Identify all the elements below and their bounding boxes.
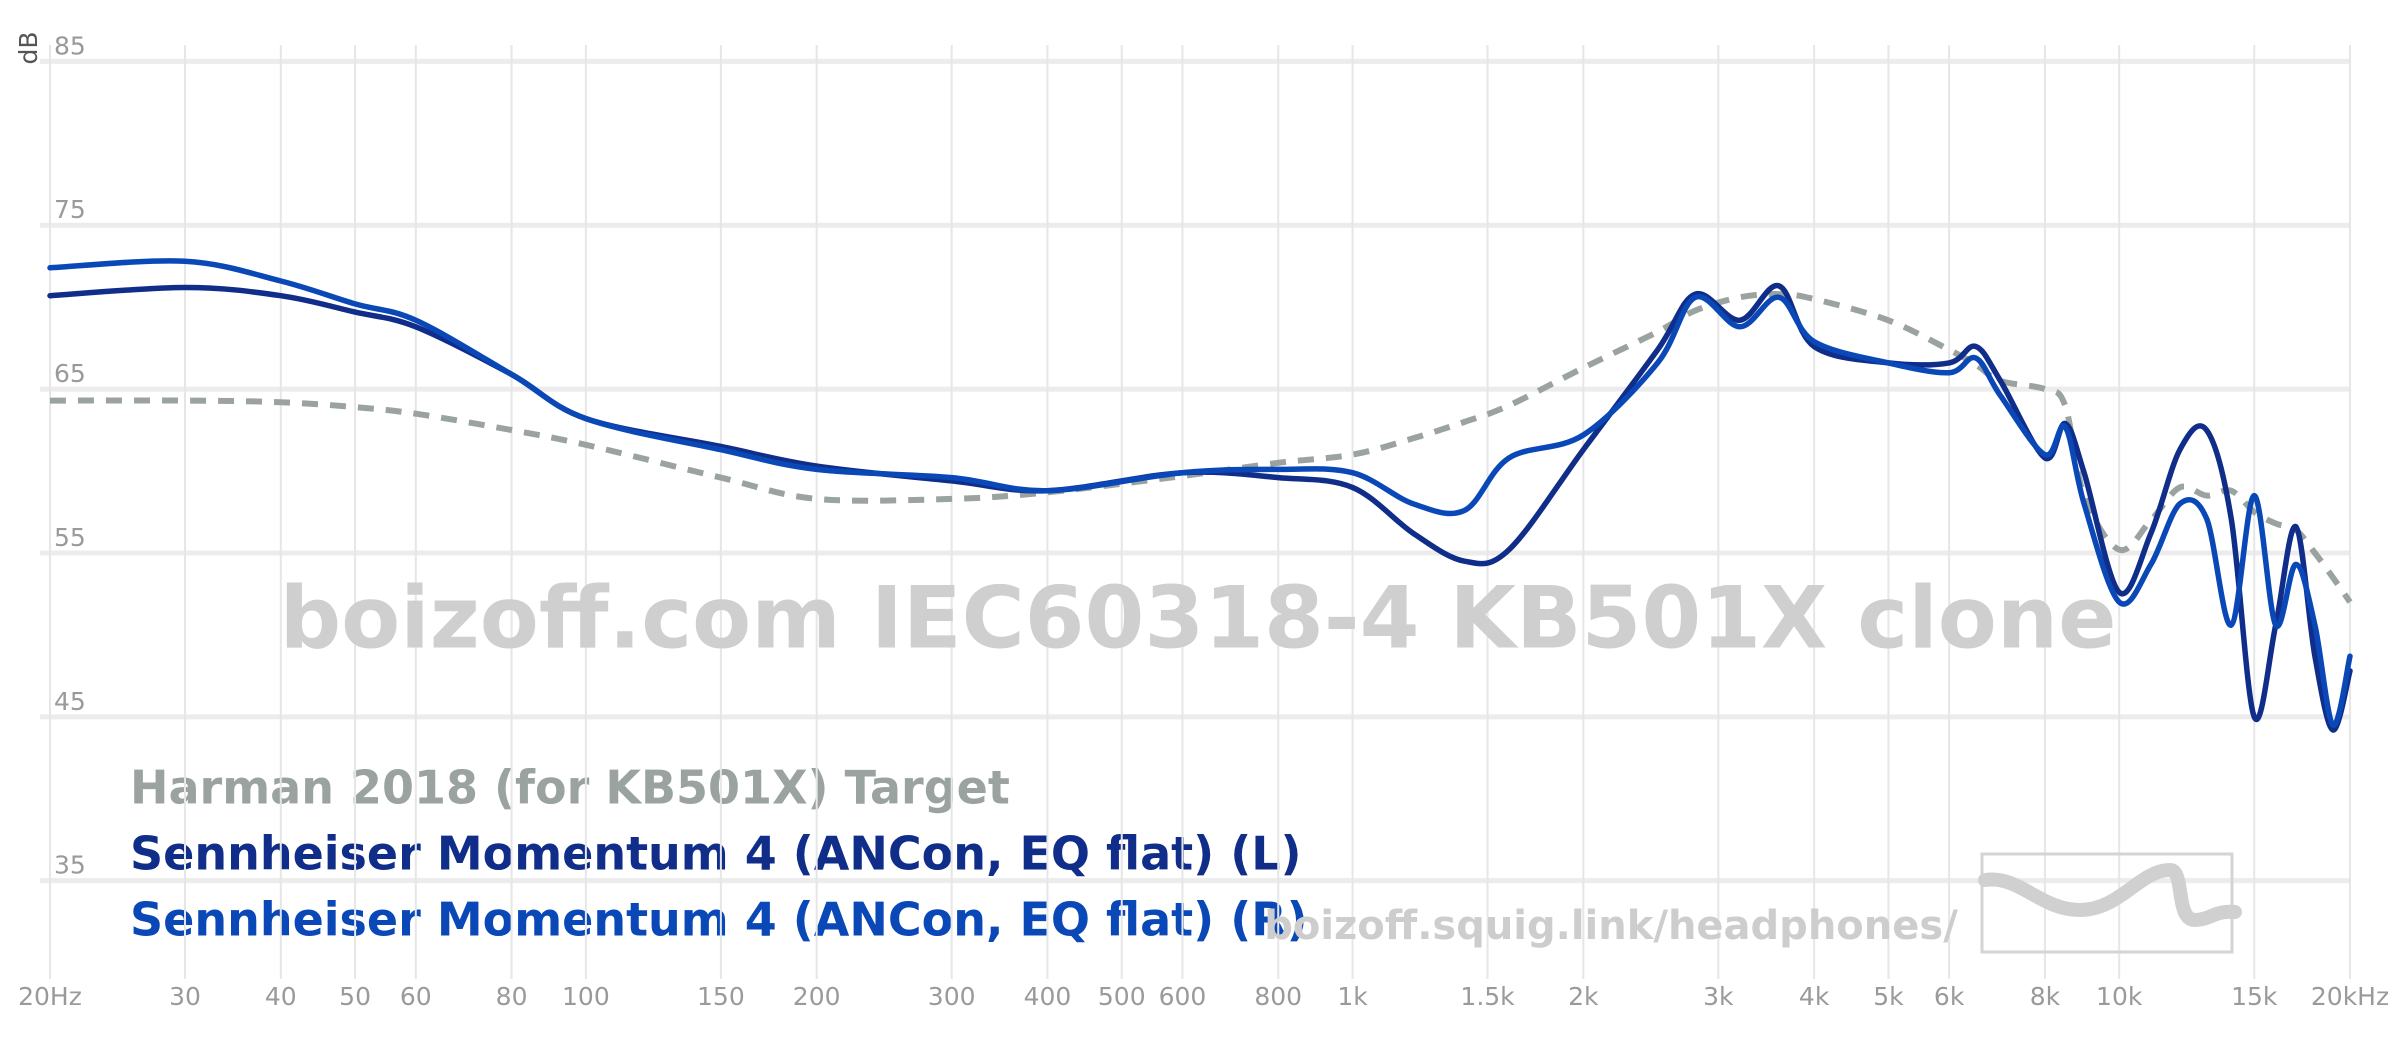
watermark: boizoff.com IEC60318-4 KB501X clone xyxy=(280,568,2117,668)
x-tick-label: 20kHz xyxy=(2311,982,2389,1011)
y-tick-label: 45 xyxy=(54,687,86,716)
x-tick-label: 1k xyxy=(1337,982,1368,1011)
x-tick-label: 50 xyxy=(339,982,371,1011)
grid xyxy=(40,45,2351,979)
x-tick-label: 8k xyxy=(2030,982,2061,1011)
x-tick-label: 800 xyxy=(1254,982,1302,1011)
y-tick-label: 85 xyxy=(54,31,86,60)
legend-entry: Sennheiser Momentum 4 (ANCon, EQ flat) (… xyxy=(130,893,1308,947)
x-tick-label: 300 xyxy=(928,982,976,1011)
x-tick-label: 100 xyxy=(562,982,610,1011)
x-tick-label: 400 xyxy=(1024,982,1072,1011)
y-axis-label: dB xyxy=(14,31,43,64)
x-tick-label: 30 xyxy=(169,982,201,1011)
x-tick-label: 150 xyxy=(697,982,745,1011)
y-tick-label: 55 xyxy=(54,523,86,552)
y-tick-label: 35 xyxy=(54,851,86,880)
x-tick-label: 80 xyxy=(496,982,528,1011)
x-tick-label: 60 xyxy=(400,982,432,1011)
series-line xyxy=(49,291,2353,604)
x-tick-label: 10k xyxy=(2096,982,2143,1011)
lines xyxy=(47,258,2353,733)
labels: 35 45 55 65 75 85 20Hz 30 40 50 60 80 100 150 200 300 40… xyxy=(18,31,2389,1011)
logo-squiggle xyxy=(1978,862,2242,928)
legend-entry: Harman 2018 (for KB501X) Target xyxy=(130,761,1010,815)
x-tick-label: 15k xyxy=(2231,982,2278,1011)
series-line xyxy=(47,258,2353,728)
plot: 35 45 55 65 75 85 20Hz 30 40 50 60 80 100 150 200 300 40… xyxy=(18,31,2389,1011)
logo-frame xyxy=(1980,852,2234,954)
x-tick-label: 40 xyxy=(265,982,297,1011)
x-tick-label: 4k xyxy=(1799,982,1830,1011)
x-tick-label: 2k xyxy=(1568,982,1599,1011)
x-tick-label: 20Hz xyxy=(18,982,82,1011)
x-tick-label: 600 xyxy=(1159,982,1207,1011)
x-tick-label: 6k xyxy=(1934,982,1965,1011)
x-tick-label: 1.5k xyxy=(1460,982,1515,1011)
x-tick-label: 3k xyxy=(1703,982,1734,1011)
x-tick-label: 5k xyxy=(1873,982,1904,1011)
x-tick-label: 200 xyxy=(793,982,841,1011)
x-tick-label: 500 xyxy=(1098,982,1146,1011)
legend-entry: Sennheiser Momentum 4 (ANCon, EQ flat) (… xyxy=(130,827,1302,881)
y-tick-label: 65 xyxy=(54,359,86,388)
y-tick-label: 75 xyxy=(54,195,86,224)
url-watermark: boizoff.squig.link/headphones/ xyxy=(1264,903,1958,949)
logo xyxy=(1978,852,2242,954)
